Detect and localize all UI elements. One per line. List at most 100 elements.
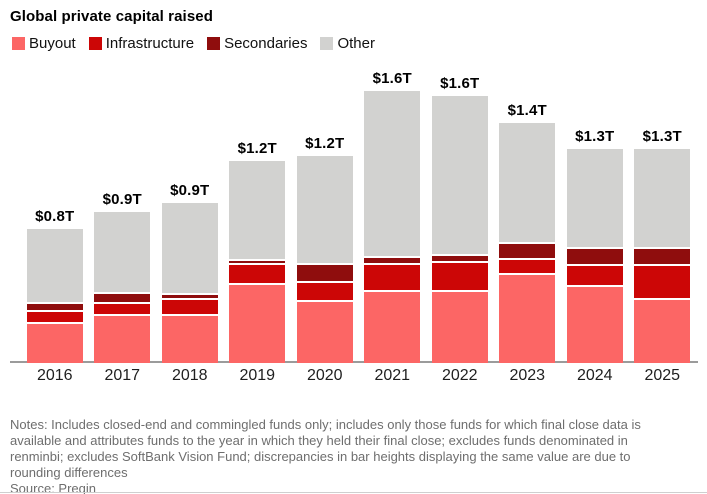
bar-segment-infrastructure-2023 xyxy=(499,257,556,273)
legend-item-infrastructure: Infrastructure xyxy=(88,35,195,52)
bar-segment-secondaries-2022 xyxy=(431,254,488,262)
bar-segment-buyout-2017 xyxy=(94,313,151,363)
bottom-divider xyxy=(0,492,707,493)
bar-stack-2020 xyxy=(296,155,353,363)
legend-item-secondaries: Secondaries xyxy=(207,35,307,52)
bar-segment-secondaries-2024 xyxy=(566,247,623,265)
bar-total-label: $1.2T xyxy=(305,134,345,152)
bar-segment-buyout-2019 xyxy=(229,283,286,363)
x-axis-tick-labels: 2016 2017 2018 2019 2020 2021 2022 2023 2024 2025 xyxy=(21,367,696,385)
bar-segment-secondaries-2017 xyxy=(94,291,151,302)
bar-total-label: $1.4T xyxy=(507,102,547,120)
legend-swatch-infrastructure xyxy=(88,37,102,50)
bar-segment-secondaries-2023 xyxy=(499,242,556,258)
legend-label: Other xyxy=(337,35,375,52)
year-label-2019: 2019 xyxy=(239,367,276,384)
bar-segment-other-2017 xyxy=(94,211,151,292)
year-label-2016: 2016 xyxy=(36,367,73,384)
bar-segment-secondaries-2016 xyxy=(26,301,83,311)
bar-group-2024: $1.3T xyxy=(561,128,629,363)
bar-group-2016: $0.8T xyxy=(21,208,89,363)
bar-total-label: $0.9T xyxy=(170,182,210,200)
bar-group-2021: $1.6T xyxy=(359,70,427,363)
chart-notes: Notes: Includes closed-end and commingle… xyxy=(10,417,641,480)
bar-segment-other-2018 xyxy=(161,203,218,294)
legend-label: Buyout xyxy=(29,35,76,52)
bar-group-2017: $0.9T xyxy=(89,191,157,363)
bar-stack-2021 xyxy=(364,91,421,363)
bar-stack-2023 xyxy=(499,123,556,363)
bar-segment-infrastructure-2018 xyxy=(161,298,218,314)
bar-stack-2018 xyxy=(161,203,218,363)
legend-swatch-buyout xyxy=(12,37,25,50)
bar-segment-buyout-2024 xyxy=(566,284,623,363)
bar-group-2025: $1.3T xyxy=(629,128,697,363)
chart-source: Source: Preqin xyxy=(10,481,96,494)
year-label-2025: 2025 xyxy=(644,367,681,384)
year-label-2023: 2023 xyxy=(509,367,546,384)
year-label-2018: 2018 xyxy=(171,367,208,384)
bar-segment-buyout-2023 xyxy=(499,272,556,363)
bar-group-2023: $1.4T xyxy=(494,102,562,363)
bar-segment-infrastructure-2020 xyxy=(296,281,353,301)
legend-label: Secondaries xyxy=(224,35,308,52)
bar-segment-secondaries-2019 xyxy=(229,259,286,263)
bar-total-label: $0.8T xyxy=(35,207,75,225)
bar-segment-buyout-2022 xyxy=(431,289,488,363)
bar-segment-buyout-2025 xyxy=(634,298,691,363)
bar-segment-other-2023 xyxy=(499,123,556,243)
bar-stack-2019 xyxy=(229,160,286,363)
bar-segment-other-2021 xyxy=(364,91,421,256)
bar-segment-infrastructure-2017 xyxy=(94,301,151,314)
page-title: Global private capital raised xyxy=(10,8,213,25)
legend-swatch-secondaries xyxy=(207,37,221,50)
bar-stack-2022 xyxy=(431,96,488,363)
bar-segment-buyout-2021 xyxy=(364,289,421,363)
bar-group-2018: $0.9T xyxy=(156,182,224,363)
bars-row: $0.8T $0.9T $0.9T $1.2T $1.2T $1.6T $1.6T $1.4T… xyxy=(21,64,696,363)
bar-total-label: $0.9T xyxy=(102,190,142,208)
bar-stack-2017 xyxy=(94,211,151,363)
bar-total-label: $1.6T xyxy=(440,75,480,93)
bar-segment-other-2019 xyxy=(229,160,286,260)
bar-segment-infrastructure-2021 xyxy=(364,262,421,290)
bar-segment-infrastructure-2024 xyxy=(566,264,623,285)
x-axis-line xyxy=(10,361,698,363)
bar-segment-infrastructure-2016 xyxy=(26,310,83,323)
bar-total-label: $1.2T xyxy=(237,139,277,157)
year-label-2022: 2022 xyxy=(441,367,478,384)
bar-segment-infrastructure-2025 xyxy=(634,264,691,299)
stacked-bar-chart: $0.8T $0.9T $0.9T $1.2T $1.2T $1.6T $1.6T $1.4T… xyxy=(0,64,707,393)
bar-group-2020: $1.2T xyxy=(291,135,359,363)
chart-legend: Buyout Infrastructure Secondaries Other xyxy=(12,35,707,52)
bar-segment-other-2024 xyxy=(566,148,623,248)
bar-stack-2025 xyxy=(634,148,691,363)
year-label-2017: 2017 xyxy=(104,367,141,384)
bar-segment-secondaries-2018 xyxy=(161,293,218,299)
bar-group-2019: $1.2T xyxy=(224,140,292,363)
bar-segment-other-2020 xyxy=(296,155,353,263)
legend-label: Infrastructure xyxy=(105,35,195,52)
bar-segment-buyout-2016 xyxy=(26,322,83,363)
legend-item-buyout: Buyout xyxy=(12,35,76,52)
bar-segment-other-2016 xyxy=(26,228,83,302)
year-label-2020: 2020 xyxy=(306,367,343,384)
bar-segment-infrastructure-2019 xyxy=(229,262,286,284)
bar-segment-secondaries-2021 xyxy=(364,255,421,263)
bar-total-label: $1.3T xyxy=(642,127,682,145)
bar-segment-secondaries-2025 xyxy=(634,247,691,265)
legend-item-other: Other xyxy=(320,35,375,52)
bar-segment-secondaries-2020 xyxy=(296,262,353,282)
bar-total-label: $1.3T xyxy=(575,127,615,145)
bar-total-label: $1.6T xyxy=(372,70,412,88)
bar-segment-buyout-2020 xyxy=(296,300,353,363)
bar-segment-infrastructure-2022 xyxy=(431,261,488,290)
legend-swatch-other xyxy=(320,37,334,50)
bar-stack-2024 xyxy=(566,148,623,363)
bar-segment-other-2025 xyxy=(634,148,691,248)
year-label-2024: 2024 xyxy=(576,367,613,384)
bar-segment-other-2022 xyxy=(431,96,488,255)
bar-stack-2016 xyxy=(26,228,83,363)
bar-segment-buyout-2018 xyxy=(161,313,218,363)
